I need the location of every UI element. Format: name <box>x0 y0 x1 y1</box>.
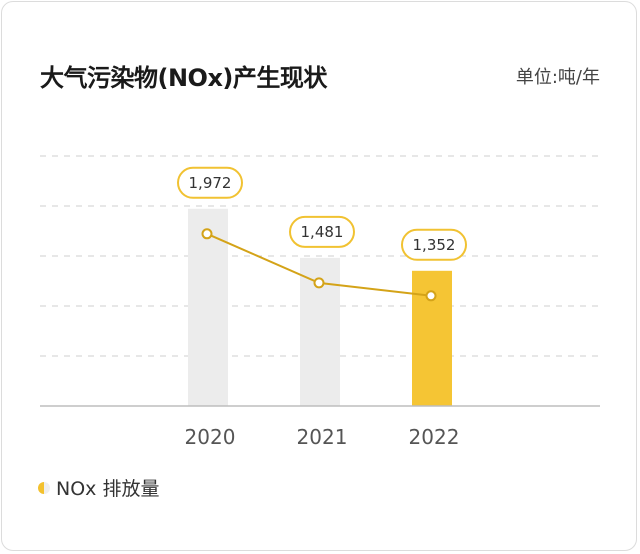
data-label-pill <box>177 166 243 199</box>
legend-swatch-icon <box>38 481 50 494</box>
x-tick-label: 2021 <box>297 425 348 449</box>
legend-label: NOx 排放量 <box>56 478 160 500</box>
data-point-2021 <box>313 277 325 289</box>
data-label: 1,352 <box>413 236 456 254</box>
x-tick-label: 2022 <box>409 425 460 449</box>
data-label-pill <box>289 215 355 248</box>
data-label: 1,972 <box>189 174 232 192</box>
data-point-2020 <box>201 228 213 240</box>
unit-label: 单位:吨/年 <box>515 67 600 88</box>
x-tick-label: 2020 <box>185 425 236 449</box>
data-label-pill <box>401 228 467 261</box>
data-label: 1,481 <box>301 223 344 241</box>
data-point-2022 <box>425 290 437 302</box>
chart-title: 大气污染物(NOx)产生现状 <box>40 64 327 92</box>
legend: NOx 排放量 <box>38 474 159 501</box>
bar-2020 <box>188 208 228 406</box>
